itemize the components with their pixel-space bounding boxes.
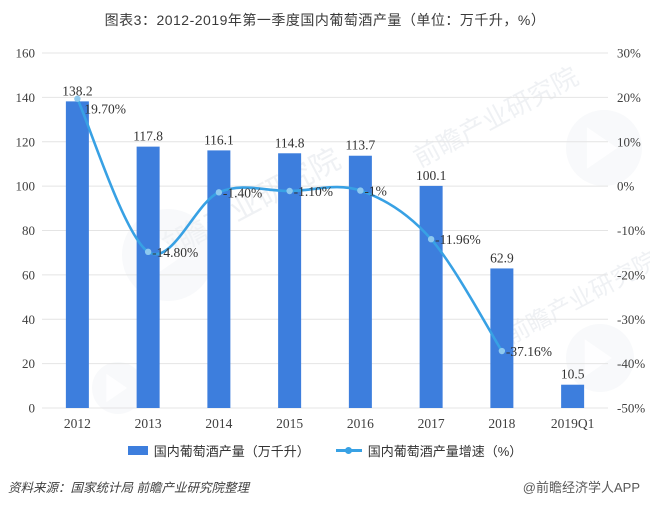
right-axis-tick: 20%: [617, 90, 641, 105]
x-label-2018: 2018: [488, 416, 515, 431]
right-axis-tick: -50%: [617, 401, 645, 416]
bar-2012: [65, 101, 89, 409]
bar-2013: [136, 146, 160, 408]
line-series-swatch-icon: [335, 446, 362, 454]
growth-point-2012: [74, 95, 81, 102]
x-label-2017: 2017: [418, 416, 445, 431]
bar-label-2015: 114.8: [275, 135, 305, 150]
x-label-2016: 2016: [347, 416, 374, 431]
left-axis-tick: 100: [16, 179, 36, 194]
legend-item-growth: 国内葡萄酒产量增速（%）: [335, 441, 523, 460]
x-label-2014: 2014: [205, 416, 232, 431]
x-axis-labels: 2012 2013 2014 2015 2016 2017 2018 2019Q1: [64, 416, 595, 431]
chart-title: 图表3：2012-2019年第一季度国内葡萄酒产量（单位：万千升，%）: [104, 12, 546, 28]
right-axis-tick: -30%: [617, 312, 645, 327]
left-axis-tick: 40: [22, 312, 35, 327]
growth-label-2015: -1.10%: [294, 184, 333, 199]
bar-2016: [348, 155, 372, 408]
growth-value-labels: 19.70% -14.80% -1.40% -1.10% -1% -11.96% -37.1…: [84, 102, 552, 359]
x-label-2012: 2012: [64, 416, 91, 431]
growth-label-2016: -1%: [364, 184, 387, 199]
bar-2018: [490, 268, 514, 408]
left-axis-tick: 80: [22, 223, 35, 238]
right-axis-tick: -20%: [617, 267, 645, 282]
growth-point-2014: [215, 189, 223, 196]
data-source-text: 资料来源：国家统计局 前瞻产业研究院整理: [8, 481, 249, 495]
legend-label-production: 国内葡萄酒产量（万千升）: [153, 444, 310, 459]
growth-point-2017: [427, 235, 435, 243]
bar-label-2017: 100.1: [416, 168, 446, 183]
right-axis-tick: -40%: [617, 356, 645, 371]
growth-label-2018: -37.16%: [506, 344, 552, 359]
chart-footer: 资料来源：国家统计局 前瞻产业研究院整理 @前瞻经济学人APP: [0, 477, 650, 496]
bar-value-labels: 138.2 117.8 116.1 114.8 113.7 100.1 62.9 10.5: [62, 83, 585, 381]
legend-label-growth: 国内葡萄酒产量增速（%）: [367, 444, 523, 459]
bar-2015: [278, 153, 302, 408]
x-label-2015: 2015: [276, 416, 303, 431]
watermark-logo-cut: [586, 127, 618, 169]
credit-text: @前瞻经济学人APP: [522, 480, 640, 495]
left-axis-tick: 120: [16, 134, 36, 149]
watermark-logo-cut: [584, 339, 612, 377]
watermark-logo-icon: [92, 362, 144, 414]
bar-2014: [207, 150, 231, 408]
left-axis-tick: 60: [22, 267, 35, 282]
x-label-2019Q1: 2019Q1: [551, 416, 595, 431]
growth-point-2015: [286, 187, 293, 195]
axis-tick-labels: 160 30% 140 20% 120 10% 100 0% 80 -10% 60 -20% 40 -30…: [16, 46, 646, 416]
watermark-logo-icon: [566, 110, 642, 186]
right-axis-tick: -10%: [617, 223, 645, 238]
bar-label-2013: 117.8: [133, 129, 163, 144]
watermark-text: 前瞻产业研究院: [408, 61, 583, 173]
bar-label-2016: 113.7: [345, 138, 375, 153]
bar-2017: [419, 185, 443, 408]
growth-label-2013: -14.80%: [152, 245, 198, 260]
growth-point-2013: [144, 248, 152, 255]
gridlines: [42, 52, 608, 409]
bar-series: [65, 101, 585, 409]
growth-point-2016: [357, 187, 364, 194]
chart-legend: 国内葡萄酒产量（万千升） 国内葡萄酒产量增速（%）: [0, 441, 650, 460]
growth-label-2017: -11.96%: [435, 232, 481, 247]
left-axis-tick: 20: [22, 356, 35, 371]
watermark-logo-cut: [106, 373, 128, 403]
bar-label-2019Q1: 10.5: [561, 367, 585, 382]
legend-item-production: 国内葡萄酒产量（万千升）: [127, 441, 310, 460]
watermark-text: 前瞻产业研究院: [501, 247, 650, 350]
growth-line-series: [74, 95, 506, 355]
bar-label-2012: 138.2: [62, 83, 92, 98]
watermark-logo-icon: [566, 324, 634, 392]
left-axis-tick: 160: [16, 46, 36, 61]
left-axis-tick: 0: [29, 401, 36, 416]
bar-label-2018: 62.9: [490, 250, 514, 265]
x-label-2013: 2013: [135, 416, 162, 431]
growth-label-2012: 19.70%: [84, 102, 126, 117]
growth-label-2014: -1.40%: [223, 185, 262, 200]
bar-series-swatch-icon: [127, 446, 148, 455]
growth-point-2018: [498, 347, 506, 355]
right-axis-tick: 0%: [617, 179, 635, 194]
left-axis-tick: 140: [16, 90, 36, 105]
bar-label-2014: 116.1: [204, 132, 234, 147]
right-axis-tick: 30%: [617, 46, 641, 61]
right-axis-tick: 10%: [617, 134, 641, 149]
bar-2019Q1: [561, 384, 585, 408]
